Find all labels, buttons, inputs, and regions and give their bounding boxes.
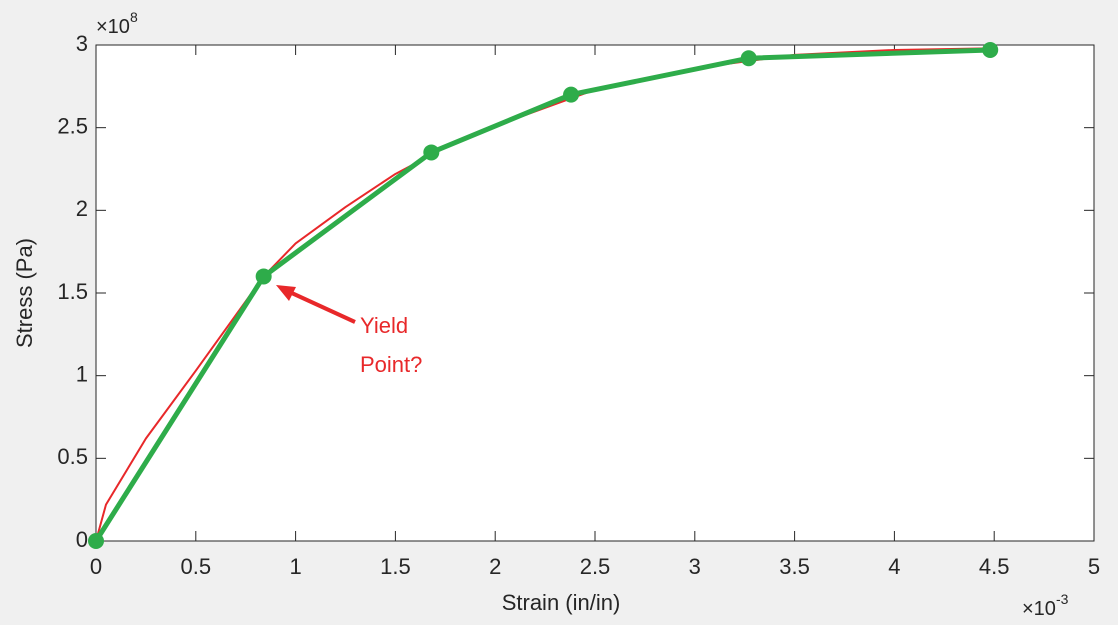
plot-area — [95, 44, 1095, 542]
y-tick-label: 1 — [76, 361, 88, 386]
x-axis-label: Strain (in/in) — [502, 590, 621, 615]
annotation-arrow — [282, 287, 356, 324]
x-tick-label: 0.5 — [181, 554, 212, 579]
x-tick-label: 2.5 — [580, 554, 611, 579]
data-point — [423, 144, 440, 161]
y-axis-label: Stress (Pa) — [12, 238, 37, 348]
y-tick-label: 2.5 — [57, 113, 88, 138]
x-tick-label: 5 — [1088, 554, 1100, 579]
x-tick-label: 3.5 — [779, 554, 810, 579]
data-point — [740, 50, 757, 67]
annotation-line: Point? — [360, 352, 422, 377]
data-point — [563, 86, 580, 103]
x-tick-label: 1 — [289, 554, 301, 579]
data-point — [88, 533, 104, 549]
series-line — [93, 47, 991, 543]
x-tick-label: 1.5 — [380, 554, 411, 579]
y-multiplier-exponent: 8 — [130, 9, 138, 25]
x-tick-label: 3 — [689, 554, 701, 579]
data-point — [982, 41, 999, 58]
y-multiplier-base: ×10 — [96, 16, 130, 38]
x-tick-label: 2 — [489, 554, 501, 579]
x-multiplier-base: ×10 — [1022, 598, 1056, 620]
y-tick-label: 1.5 — [57, 279, 88, 304]
x-multiplier: ×10-3 — [1022, 591, 1069, 621]
data-point — [255, 268, 272, 285]
annotation-arrowhead — [276, 285, 296, 301]
y-tick-label: 3 — [76, 31, 88, 56]
x-tick-label: 4 — [888, 554, 900, 579]
y-tick-label: 2 — [76, 196, 88, 221]
annotation-line: Yield — [360, 313, 408, 338]
x-multiplier-exponent: -3 — [1056, 591, 1069, 607]
y-tick-label: 0 — [76, 527, 88, 552]
y-multiplier: ×108 — [96, 9, 138, 39]
y-tick-label: 0.5 — [57, 444, 88, 469]
x-tick-label: 4.5 — [979, 554, 1010, 579]
x-tick-label: 0 — [90, 554, 102, 579]
